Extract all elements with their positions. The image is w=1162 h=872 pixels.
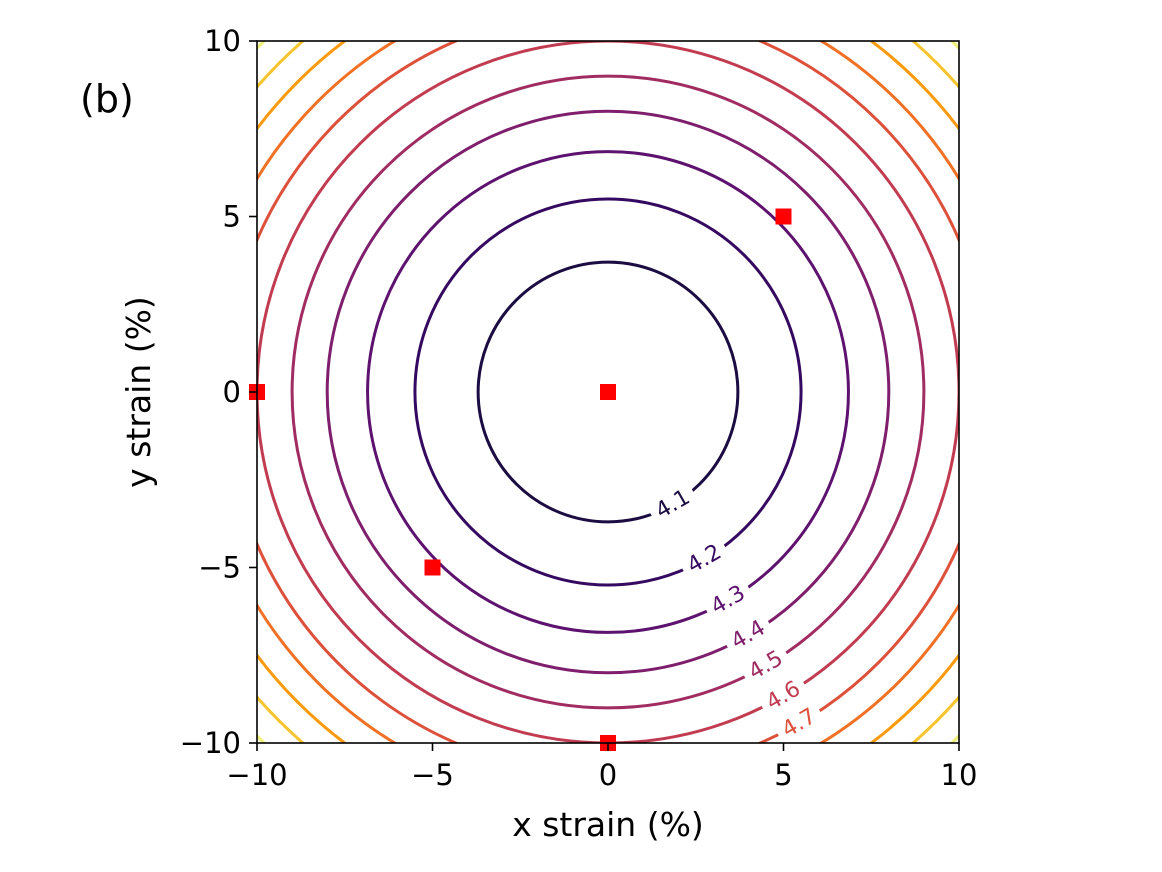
contour-label-gap [700, 576, 756, 624]
y-tick-label: −10 [180, 726, 241, 760]
x-tick-label: −10 [226, 758, 287, 792]
strain-point-2 [424, 559, 441, 576]
x-axis-label: x strain (%) [512, 805, 704, 844]
contour-line-5.0 [257, 41, 959, 743]
contour-line-4.9 [257, 41, 959, 743]
contour-label-gap [772, 700, 827, 747]
x-tick-label: −5 [411, 758, 454, 792]
contour-line-4.1 [476, 260, 740, 524]
contour-label-gap [738, 642, 794, 689]
y-tick-label: 0 [223, 375, 241, 409]
y-tick-label: 5 [223, 200, 241, 234]
contour-lines [257, 41, 959, 743]
panel-label: (b) [80, 77, 134, 121]
contour-line-4.4 [325, 109, 891, 675]
strain-point-0 [600, 384, 616, 400]
y-axis-label: y strain (%) [119, 296, 158, 488]
contour-line-4.3 [366, 150, 850, 634]
contour-label-gap [645, 481, 701, 528]
y-tick-label: 10 [204, 24, 241, 58]
contour-label-gap [677, 535, 732, 583]
contour-line-4.8 [257, 41, 959, 743]
x-tick-label: 10 [941, 758, 978, 792]
x-tick-label: 0 [599, 758, 617, 792]
y-tick-label: −5 [198, 551, 241, 585]
x-tick-label: 5 [774, 758, 792, 792]
contour-labels: 4.14.24.34.44.54.64.7 [645, 481, 827, 747]
contour-label-gap [721, 611, 776, 659]
strain-point-1 [775, 208, 792, 225]
axis-ticks: −10 −5 0 5 10 −10 −5 0 5 10 [180, 24, 978, 792]
contour-label-gap [756, 672, 811, 720]
contour-line-4.2 [413, 197, 803, 587]
strain-points [249, 208, 792, 751]
contour-line-4.5 [290, 74, 926, 710]
